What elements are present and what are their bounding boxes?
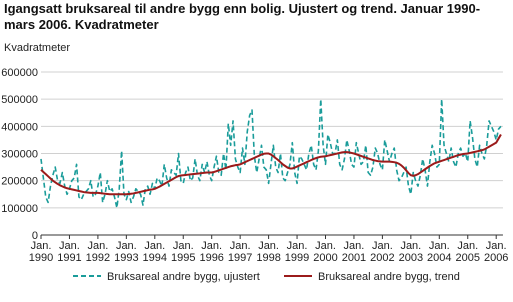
legend-label: Bruksareal andre bygg, ujustert — [107, 271, 260, 283]
x-tick-label: Jan. 2003 — [399, 240, 423, 264]
y-tick-label: 500000 — [1, 94, 38, 106]
x-tick-label: Jan. 1993 — [114, 240, 138, 264]
series-line — [40, 98, 502, 209]
y-tick-label: 100000 — [1, 203, 38, 215]
y-tick-label: 0 — [32, 230, 38, 242]
y-tick-label: 400000 — [1, 121, 38, 133]
x-tick-label: Jan. 1998 — [256, 240, 280, 264]
chart-title: Igangsatt bruksareal til andre bygg enn … — [4, 1, 480, 16]
x-tick-label: Jan. 1992 — [86, 240, 110, 264]
chart-title: mars 2006. Kvadratmeter — [4, 17, 159, 32]
y-tick-label: 300000 — [1, 149, 38, 161]
y-tick-label: 200000 — [1, 176, 38, 188]
x-tick-label: Jan. 2001 — [342, 240, 366, 264]
x-tick-label: Jan. 2006 — [484, 240, 508, 264]
x-tick-label: Jan. 1995 — [171, 240, 195, 264]
x-tick-label: Jan. 2004 — [427, 240, 451, 264]
x-tick-label: Jan. 1997 — [228, 240, 252, 264]
x-tick-label: Jan. 1996 — [199, 240, 223, 264]
x-tick-label: Jan. 2005 — [456, 240, 480, 264]
x-tick-label: Jan. 2000 — [313, 240, 337, 264]
x-tick-label: Jan. 1991 — [57, 240, 81, 264]
legend-label: Bruksareal andre bygg, trend — [318, 271, 460, 283]
series-line — [40, 133, 502, 196]
x-tick-label: Jan. 1994 — [143, 240, 167, 264]
x-tick-label: Jan. 1999 — [285, 240, 309, 264]
x-tick-label: Jan. 1990 — [29, 240, 53, 264]
y-axis-label: Kvadratmeter — [4, 42, 70, 54]
x-tick-label: Jan. 2002 — [370, 240, 394, 264]
y-tick-label: 600000 — [1, 67, 38, 79]
